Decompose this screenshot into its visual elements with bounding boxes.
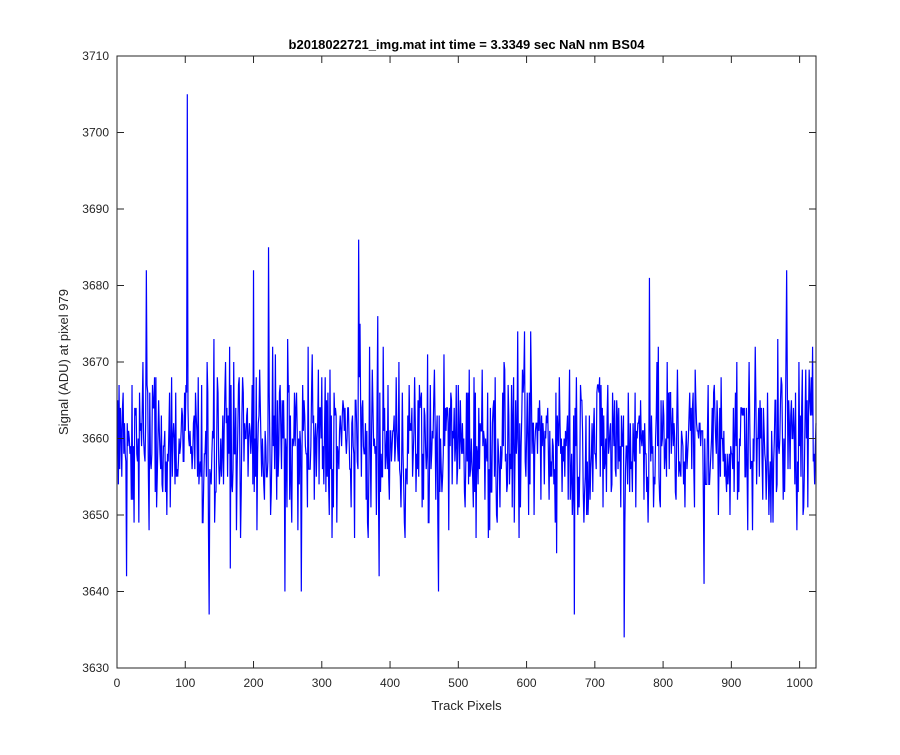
- y-tick-label: 3630: [82, 661, 109, 675]
- x-tick-label: 300: [312, 676, 332, 690]
- chart-title: b2018022721_img.mat int time = 3.3349 se…: [289, 37, 646, 52]
- x-axis-title: Track Pixels: [431, 698, 502, 713]
- series-layer: [117, 94, 817, 638]
- x-tick-label: 900: [721, 676, 741, 690]
- y-axis-title: Signal (ADU) at pixel 979: [56, 289, 71, 435]
- plot-area: [117, 56, 816, 668]
- x-tick-label: 400: [380, 676, 400, 690]
- y-tick-label: 3690: [82, 202, 109, 216]
- x-tick-label: 600: [517, 676, 537, 690]
- x-tick-label: 0: [114, 676, 121, 690]
- y-tick-label: 3710: [82, 49, 109, 63]
- x-tick-label: 700: [585, 676, 605, 690]
- signal-series-line: [117, 94, 817, 638]
- x-tick-label: 800: [653, 676, 673, 690]
- y-tick-label: 3680: [82, 279, 109, 293]
- x-tick-label: 500: [448, 676, 468, 690]
- x-tick-label: 1000: [786, 676, 813, 690]
- y-tick-label: 3650: [82, 508, 109, 522]
- y-tick-label: 3700: [82, 126, 109, 140]
- y-tick-label: 3640: [82, 585, 109, 599]
- y-tick-label: 3670: [82, 355, 109, 369]
- x-tick-label: 200: [244, 676, 264, 690]
- x-tick-label: 100: [175, 676, 195, 690]
- ticks-layer: 0 100 200 300 400 500 600 700 800 900 1000 3630 3640…: [82, 49, 816, 690]
- y-tick-label: 3660: [82, 432, 109, 446]
